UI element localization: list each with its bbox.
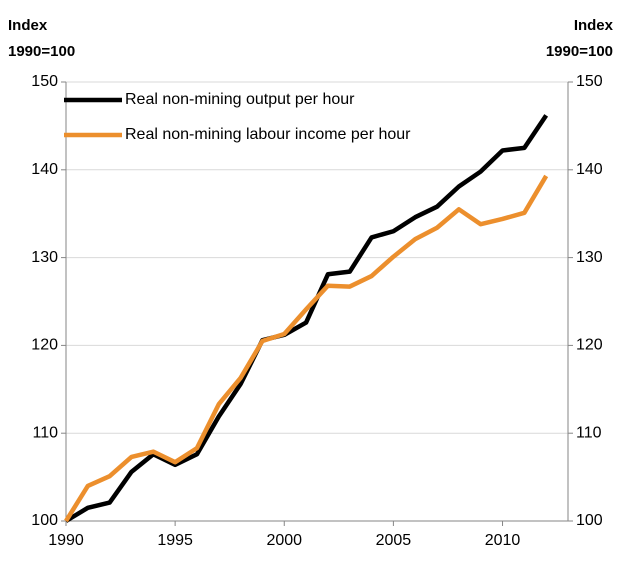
y-tick-label: 110 [32,424,58,441]
y-axis-label: Index [8,17,48,34]
y-axis-label: 1990=100 [8,43,75,60]
x-tick-label: 2000 [266,532,302,549]
x-tick-label: 1995 [157,532,193,549]
y2-tick-label: 100 [576,512,603,529]
y-tick-label: 100 [31,512,58,529]
series-line [64,174,549,523]
y2-tick-label: 150 [576,73,603,90]
y2-tick-label: 110 [576,424,602,441]
y2-axis-label: 1990=100 [546,43,613,60]
y2-tick-label: 130 [576,249,603,266]
x-tick-label: 2005 [376,532,412,549]
y2-axis-label: Index [574,17,614,34]
y-tick-label: 150 [31,73,58,90]
y-tick-label: 130 [31,249,58,266]
y2-tick-label: 140 [576,161,603,178]
legend-label: Real non-mining output per hour [125,91,355,108]
x-tick-label: 2010 [485,532,521,549]
y-tick-label: 120 [31,337,58,354]
y2-tick-label: 120 [576,337,603,354]
y-tick-label: 140 [31,161,58,178]
legend-label: Real non-mining labour income per hour [125,126,411,143]
series-line [64,114,549,523]
x-tick-label: 1990 [48,532,84,549]
